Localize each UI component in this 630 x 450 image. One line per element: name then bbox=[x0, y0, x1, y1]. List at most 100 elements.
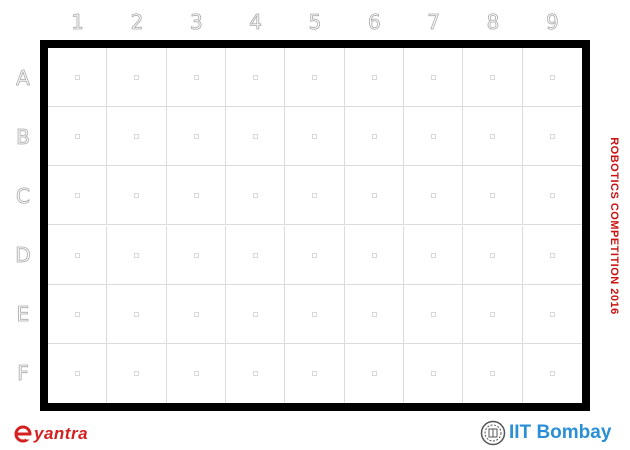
cell-center-marker bbox=[134, 371, 140, 377]
row-label-a: A bbox=[16, 65, 30, 90]
grid-cell-e8 bbox=[463, 284, 523, 344]
cell-center-marker bbox=[490, 371, 496, 377]
grid-cell-f5 bbox=[285, 343, 345, 403]
grid-cell-c6 bbox=[344, 166, 404, 226]
cell-center-marker bbox=[431, 193, 437, 199]
cell-center-marker bbox=[134, 193, 140, 199]
grid-cell-e3 bbox=[166, 284, 226, 344]
grid-cell-e5 bbox=[285, 284, 345, 344]
grid-cell-d8 bbox=[463, 225, 523, 285]
cell-center-marker bbox=[253, 252, 259, 258]
grid-cell-d2 bbox=[107, 225, 167, 285]
cell-center-marker bbox=[550, 75, 556, 81]
row-label-c: C bbox=[16, 183, 31, 209]
eyantra-e-icon bbox=[14, 425, 32, 443]
cell-center-marker bbox=[371, 193, 377, 199]
column-label-1: 1 bbox=[71, 10, 85, 35]
cell-center-marker bbox=[371, 371, 377, 377]
grid-cell-e1 bbox=[48, 284, 108, 344]
cell-center-marker bbox=[193, 75, 199, 81]
row-label-f: F bbox=[17, 361, 29, 386]
column-label-5: 5 bbox=[308, 10, 322, 35]
cell-center-marker bbox=[193, 193, 199, 199]
column-label-9: 9 bbox=[545, 10, 560, 35]
grid-cell-d4 bbox=[226, 225, 286, 285]
grid-cell-e7 bbox=[404, 284, 464, 344]
cell-center-marker bbox=[490, 252, 496, 258]
grid-cell-c3 bbox=[166, 166, 226, 226]
grid-cell-c8 bbox=[463, 166, 523, 226]
cell-center-marker bbox=[550, 193, 556, 199]
grid-cell-b3 bbox=[166, 107, 226, 167]
cell-center-marker bbox=[75, 134, 81, 140]
cell-center-marker bbox=[550, 311, 556, 317]
grid-cell-a7 bbox=[404, 48, 464, 108]
eyantra-logo-text: yantra bbox=[34, 424, 89, 443]
column-label-7: 7 bbox=[427, 10, 441, 35]
cell-center-marker bbox=[490, 311, 496, 317]
cell-center-marker bbox=[371, 134, 377, 140]
grid-cell-f1 bbox=[48, 343, 108, 403]
cell-center-marker bbox=[75, 311, 81, 317]
cell-center-marker bbox=[253, 193, 259, 199]
cell-center-marker bbox=[75, 75, 81, 81]
grid-cell-e2 bbox=[107, 284, 167, 344]
cell-center-marker bbox=[312, 311, 318, 317]
iit-bombay-text: IIT Bombay bbox=[509, 422, 612, 443]
cell-center-marker bbox=[312, 134, 318, 140]
grid-cell-a8 bbox=[463, 48, 523, 108]
grid-cell-a1 bbox=[48, 48, 108, 108]
grid-cell-c4 bbox=[226, 166, 286, 226]
cell-center-marker bbox=[134, 311, 140, 317]
grid-cell-a4 bbox=[226, 48, 286, 108]
cell-center-marker bbox=[134, 75, 140, 81]
grid-cell-c1 bbox=[48, 166, 108, 226]
cell-center-marker bbox=[312, 75, 318, 81]
cell-center-marker bbox=[371, 75, 377, 81]
cell-center-marker bbox=[134, 134, 140, 140]
cell-center-marker bbox=[431, 371, 437, 377]
cell-center-marker bbox=[193, 371, 199, 377]
cell-center-marker bbox=[431, 75, 437, 81]
iit-bombay-logo: IIT Bombay bbox=[480, 420, 611, 446]
cell-center-marker bbox=[312, 252, 318, 258]
iit-emblem-icon bbox=[480, 420, 506, 446]
cell-center-marker bbox=[550, 252, 556, 258]
grid-cell-d9 bbox=[522, 226, 582, 285]
cell-center-marker bbox=[490, 75, 496, 81]
cell-center-marker bbox=[431, 134, 437, 140]
cell-center-marker bbox=[431, 252, 437, 258]
grid-cell-a5 bbox=[285, 48, 345, 108]
cell-center-marker bbox=[550, 134, 556, 140]
grid-cell-a3 bbox=[166, 48, 226, 108]
grid-cell-b4 bbox=[226, 107, 286, 167]
row-label-b: B bbox=[16, 124, 31, 149]
column-label-3: 3 bbox=[189, 10, 204, 35]
grid-cell-e4 bbox=[226, 284, 286, 344]
cell-center-marker bbox=[371, 252, 377, 258]
grid-cell-d5 bbox=[285, 225, 345, 285]
grid-cell-d3 bbox=[166, 225, 226, 285]
cell-center-marker bbox=[193, 134, 199, 140]
cell-center-marker bbox=[193, 252, 199, 258]
cell-center-marker bbox=[312, 193, 318, 199]
grid-cell-c2 bbox=[107, 166, 167, 226]
cell-center-marker bbox=[134, 252, 140, 258]
row-label-e: E bbox=[16, 302, 30, 327]
grid-cell-b6 bbox=[344, 107, 404, 167]
grid-cell-f8 bbox=[463, 343, 523, 403]
grid-cell-b9 bbox=[522, 107, 582, 167]
cell-center-marker bbox=[75, 371, 81, 377]
grid-cell-f6 bbox=[345, 343, 404, 403]
cell-center-marker bbox=[253, 134, 259, 140]
arena-board bbox=[40, 40, 590, 411]
column-label-2: 2 bbox=[130, 10, 144, 35]
cell-center-marker bbox=[253, 75, 259, 81]
grid-cell-f4 bbox=[226, 343, 286, 403]
cell-center-marker bbox=[75, 193, 81, 199]
grid-cell-d7 bbox=[404, 225, 464, 285]
grid-cell-a2 bbox=[107, 48, 167, 108]
grid-cell-b1 bbox=[48, 107, 108, 167]
grid-cell-a9 bbox=[522, 48, 582, 108]
column-label-6: 6 bbox=[367, 10, 382, 35]
